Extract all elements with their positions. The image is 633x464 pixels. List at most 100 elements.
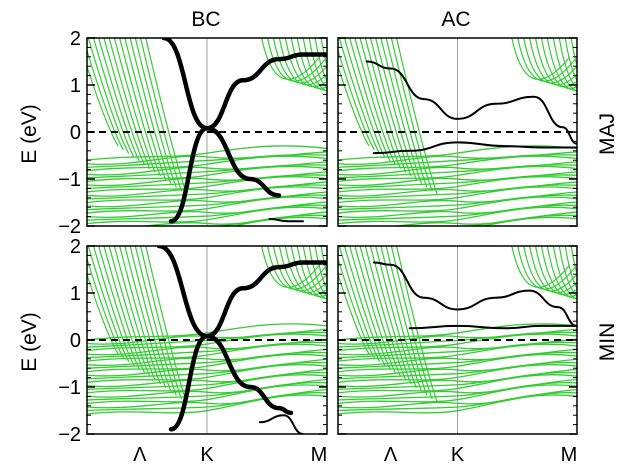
bulk-band-left — [343, 38, 386, 158]
bulk-bands — [338, 38, 577, 226]
bulk-band-left — [98, 246, 140, 370]
bulk-band-left — [390, 38, 433, 192]
bulk-band-right — [535, 246, 577, 296]
bulk-band-right — [570, 38, 577, 68]
bulk-bands — [87, 38, 327, 226]
bulk-band-left — [87, 64, 119, 147]
bulk-band-right — [302, 246, 327, 300]
edge-band-series-2 — [268, 217, 304, 223]
bulk-band-left — [87, 246, 130, 362]
bulk-band-right — [290, 38, 327, 89]
bulk-band-right — [302, 38, 327, 92]
bulk-band-right — [546, 38, 577, 91]
edge-band-series-1 — [372, 141, 577, 155]
bulk-band-left — [145, 246, 188, 404]
bulk-band-left — [108, 246, 151, 377]
bulk-band-right — [540, 38, 577, 89]
bulk-band-valence — [229, 216, 327, 226]
y-tick-label: 0 — [70, 330, 81, 352]
bulk-band-left — [139, 38, 183, 192]
bulk-band-right — [272, 246, 327, 292]
column-title-ac: AC — [441, 8, 470, 31]
bulk-band-left — [87, 256, 124, 359]
bulk-band-right — [570, 246, 577, 276]
bulk-band-right — [290, 246, 327, 297]
x-tick-label: Λ — [384, 444, 398, 464]
bulk-band-right — [529, 38, 577, 86]
bulk-band-left — [349, 38, 391, 162]
bulk-band-right — [320, 246, 327, 276]
panel-ac-min — [337, 245, 578, 435]
edge-band-series-2 — [258, 414, 304, 434]
bulk-band-valence — [214, 214, 327, 226]
column-title-bc: BC — [191, 8, 220, 31]
bulk-band-right — [308, 38, 327, 90]
x-tick-label: M — [561, 444, 578, 464]
bulk-band-right — [278, 38, 327, 86]
bulk-band-right — [552, 38, 577, 92]
bulk-band-right — [314, 246, 327, 290]
bulk-band-right — [546, 246, 577, 299]
y-axis-label-top: E (eV) — [18, 104, 41, 164]
edge-band-series-1 — [408, 324, 577, 330]
x-tick-label: M — [311, 444, 328, 464]
bulk-band-left — [92, 38, 135, 158]
bulk-band-right — [296, 246, 327, 299]
panel-bc-min — [86, 245, 328, 435]
row-label-min: MIN — [596, 323, 619, 362]
row-label-maj: MAJ — [596, 113, 619, 155]
bulk-band-right — [535, 38, 577, 88]
bulk-band-left — [113, 246, 156, 381]
bulk-band-left — [119, 246, 161, 385]
bulk-band-right — [523, 246, 577, 292]
bulk-band-left — [338, 64, 370, 147]
bulk-band-right — [308, 246, 327, 298]
bulk-band-left — [364, 246, 407, 381]
bulk-band-right — [320, 38, 327, 68]
bulk-band-left — [385, 38, 428, 188]
bulk-band-right — [314, 38, 327, 82]
bulk-band-right — [564, 38, 577, 82]
bulk-band-right — [564, 246, 577, 290]
bulk-band-right — [272, 38, 327, 84]
bulk-band-right — [552, 246, 577, 300]
edge-band-series-0 — [156, 246, 294, 416]
x-tick-label: Λ — [133, 444, 147, 464]
y-tick-label: 2 — [70, 28, 81, 50]
y-tick-label: 1 — [70, 75, 81, 97]
edge-band-series-0 — [365, 60, 577, 145]
bulk-band-left — [395, 246, 438, 404]
bulk-band-left — [359, 246, 402, 377]
panel-ac-maj — [337, 37, 578, 227]
bulk-band-right — [558, 246, 577, 298]
bulk-band-right — [278, 246, 327, 294]
y-axis-label-bottom: E (eV) — [18, 312, 41, 372]
bulk-band-valence — [480, 216, 577, 226]
y-tick-label: 1 — [70, 283, 81, 305]
bulk-band-right — [284, 38, 327, 88]
bulk-band-right — [576, 38, 577, 41]
bulk-band-right — [529, 246, 577, 294]
bulk-band-left — [87, 38, 130, 154]
bulk-band-left — [87, 48, 124, 151]
y-tick-label: 2 — [70, 236, 81, 258]
bulk-bands — [338, 246, 577, 415]
bulk-band-left — [375, 246, 417, 389]
y-tick-label: 0 — [70, 122, 81, 144]
y-tick-label: −2 — [58, 424, 81, 446]
bulk-band-left — [338, 246, 381, 362]
bulk-band-left — [338, 256, 375, 359]
y-tick-label: −1 — [58, 377, 81, 399]
bulk-band-right — [523, 38, 577, 84]
bulk-band-left — [134, 38, 177, 188]
bulk-band-left — [338, 48, 375, 151]
panels-group — [86, 37, 578, 435]
y-tick-label: −2 — [58, 216, 81, 238]
panel-bc-maj — [86, 37, 328, 227]
bulk-band-right — [284, 246, 327, 296]
bulk-band-left — [108, 38, 151, 169]
bulk-band-left — [98, 38, 140, 162]
bulk-band-left — [338, 38, 381, 154]
